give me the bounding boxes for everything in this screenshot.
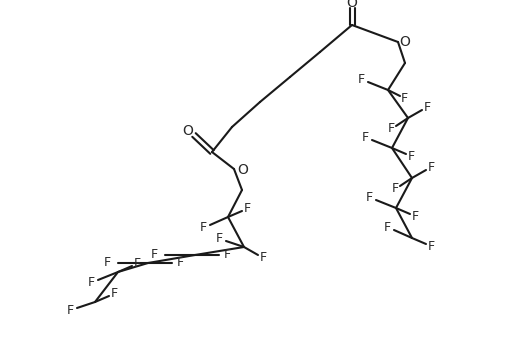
- Text: F: F: [243, 202, 251, 215]
- Text: F: F: [216, 232, 223, 245]
- Text: F: F: [424, 101, 430, 114]
- Text: F: F: [67, 303, 74, 317]
- Text: F: F: [200, 221, 207, 234]
- Text: O: O: [183, 124, 194, 138]
- Text: O: O: [347, 0, 358, 10]
- Text: O: O: [400, 35, 411, 49]
- Text: F: F: [361, 131, 368, 144]
- Text: F: F: [365, 191, 373, 204]
- Text: F: F: [111, 287, 117, 300]
- Text: F: F: [388, 122, 395, 135]
- Text: F: F: [260, 251, 266, 264]
- Text: F: F: [407, 149, 415, 163]
- Text: F: F: [87, 276, 94, 289]
- Text: F: F: [427, 240, 434, 253]
- Text: F: F: [412, 210, 418, 223]
- Text: F: F: [177, 257, 184, 270]
- Text: F: F: [384, 221, 391, 234]
- Text: F: F: [427, 161, 434, 174]
- Text: F: F: [151, 248, 158, 261]
- Text: F: F: [224, 248, 231, 261]
- Text: F: F: [358, 73, 364, 86]
- Text: F: F: [133, 257, 141, 271]
- Text: F: F: [401, 92, 408, 105]
- Text: F: F: [392, 182, 399, 195]
- Text: F: F: [104, 257, 111, 270]
- Text: O: O: [238, 163, 249, 177]
